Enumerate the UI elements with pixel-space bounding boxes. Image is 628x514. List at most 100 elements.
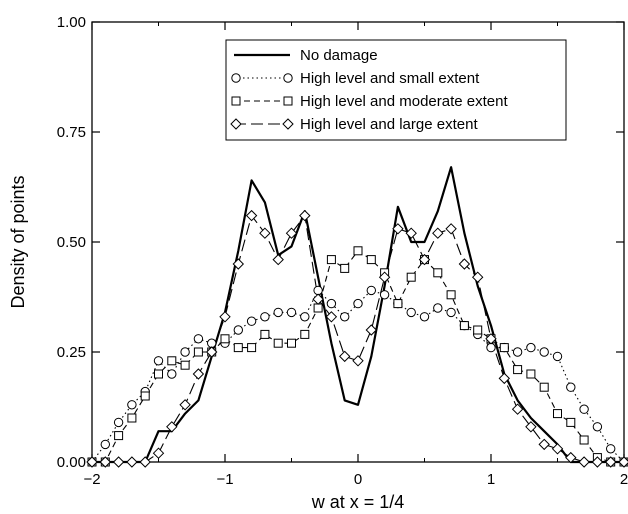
data-point-series-3 (499, 343, 509, 353)
data-point-series-2 (273, 307, 283, 318)
data-point-series-4 (551, 443, 564, 455)
data-point-series-3 (526, 369, 536, 379)
legend-label-1: No damage (300, 47, 378, 64)
data-point-series-2 (233, 325, 244, 335)
data-point-series-4 (99, 456, 112, 468)
data-point-series-4 (458, 258, 471, 270)
x-tick-label: 0 (354, 471, 362, 488)
data-point-series-4 (432, 227, 444, 239)
data-point-series-3 (433, 268, 443, 278)
data-point-series-3 (127, 413, 137, 423)
data-point-series-4 (259, 227, 271, 239)
data-point-series-4 (565, 451, 577, 464)
data-point-series-3 (154, 369, 163, 379)
data-point-series-4 (338, 350, 351, 363)
data-point-series-3 (446, 290, 456, 300)
data-point-series-2 (313, 285, 323, 296)
data-point-series-4 (192, 368, 205, 380)
data-point-series-2 (300, 312, 310, 322)
data-point-series-4 (352, 355, 364, 367)
legend-box (225, 39, 567, 141)
y-axis-label: Density of points (8, 175, 28, 308)
data-point-series-3 (406, 272, 416, 282)
data-point-series-4 (392, 223, 404, 235)
data-point-series-3 (579, 435, 589, 445)
legend-label-4: High level and large extent (300, 116, 478, 133)
x-tick-label: −2 (83, 471, 100, 488)
data-point-series-3 (300, 329, 310, 339)
data-point-series-3 (393, 299, 403, 309)
data-point-series-4 (498, 372, 511, 385)
data-point-series-4 (604, 456, 617, 468)
series-lines (91, 166, 625, 464)
data-point-series-4 (525, 421, 537, 433)
data-point-series-2 (606, 444, 616, 454)
data-point-series-2 (153, 356, 164, 366)
data-point-series-2 (566, 382, 576, 392)
data-point-series-3 (193, 347, 203, 357)
data-point-series-4 (219, 311, 231, 323)
data-point-series-3 (459, 321, 469, 331)
data-point-series-2 (406, 307, 416, 318)
x-tick-label: 2 (620, 471, 628, 488)
data-point-series-4 (245, 209, 258, 222)
data-point-series-3 (313, 303, 323, 313)
data-point-series-3 (353, 246, 363, 256)
y-tick-label: 0.00 (57, 454, 86, 471)
legend-marker-3 (283, 96, 293, 106)
legend-marker-4 (230, 118, 242, 130)
data-point-series-4 (405, 227, 417, 239)
data-point-series-3 (513, 365, 523, 375)
data-point-series-4 (166, 421, 178, 433)
data-point-series-3 (233, 343, 243, 353)
y-tick-label: 1.00 (57, 14, 86, 31)
x-tick-label: 1 (487, 471, 495, 488)
data-point-series-4 (365, 324, 378, 336)
data-point-series-2 (207, 338, 217, 348)
data-point-series-2 (340, 312, 350, 322)
y-tick-label: 0.50 (57, 234, 86, 251)
data-point-series-3 (247, 343, 257, 353)
data-point-series-2 (592, 422, 603, 432)
data-point-series-2 (286, 307, 297, 318)
y-tick-label: 0.75 (57, 124, 86, 141)
data-point-series-3 (114, 431, 124, 441)
data-point-series-4 (418, 253, 431, 266)
y-tick-label: 0.25 (57, 344, 86, 361)
data-point-series-4 (112, 456, 125, 468)
data-point-series-4 (485, 333, 497, 345)
data-point-series-2 (193, 334, 204, 344)
data-point-series-4 (179, 399, 191, 411)
data-point-series-3 (220, 334, 230, 344)
data-point-series-2 (113, 417, 124, 428)
data-point-series-2 (512, 347, 523, 357)
data-point-series-4 (272, 253, 284, 266)
data-point-series-2 (326, 298, 337, 309)
data-point-series-2 (353, 298, 363, 309)
data-point-series-2 (526, 342, 536, 353)
data-point-series-4 (325, 311, 338, 323)
data-point-series-2 (539, 347, 549, 357)
data-point-series-4 (312, 293, 324, 305)
data-point-series-3 (553, 409, 562, 419)
legend-label-3: High level and moderate extent (300, 93, 508, 110)
data-point-series-3 (366, 255, 376, 265)
data-point-series-4 (232, 258, 245, 270)
data-point-series-4 (205, 346, 218, 358)
legend-label-2: High level and small extent (300, 70, 480, 87)
data-point-series-2 (379, 290, 390, 300)
data-point-series-2 (246, 316, 257, 326)
series-line-4 (92, 215, 624, 463)
legend-marker-2 (283, 73, 293, 83)
data-point-series-3 (167, 356, 177, 366)
series-line-1 (92, 166, 624, 464)
data-point-series-2 (486, 342, 496, 353)
data-point-series-3 (566, 417, 576, 427)
data-point-series-2 (433, 303, 443, 313)
data-point-series-3 (180, 360, 190, 370)
data-point-series-3 (473, 325, 483, 335)
data-point-series-2 (180, 347, 190, 357)
legend-marker-4 (282, 118, 294, 130)
data-point-series-3 (287, 338, 296, 348)
data-point-series-4 (378, 271, 391, 283)
